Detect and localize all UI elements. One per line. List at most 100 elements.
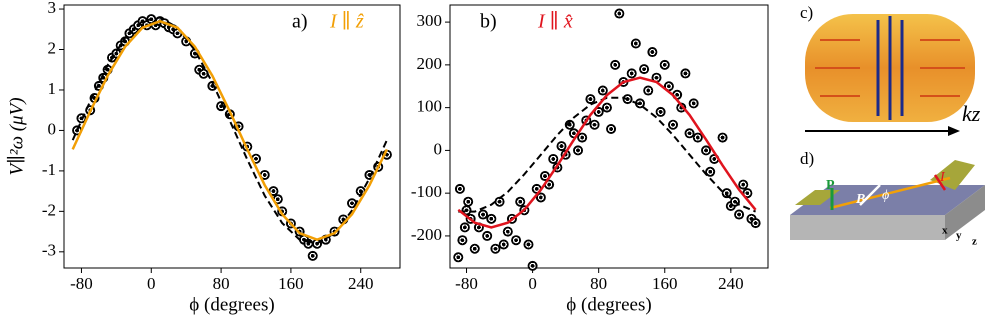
x-axis-label: ϕ (degrees) xyxy=(189,294,274,315)
data-point xyxy=(498,239,509,250)
data-point xyxy=(676,102,687,113)
x-tick-label: 80 xyxy=(590,274,607,293)
x-tick-label: 160 xyxy=(652,274,678,293)
annotation: I ∥ ẑ xyxy=(329,11,364,33)
illustration-d: d) P B ϕ I x y z xyxy=(790,149,985,248)
data-point xyxy=(573,145,584,156)
data-point xyxy=(307,250,318,261)
data-point xyxy=(597,85,608,96)
y-tick-label: 0 xyxy=(48,119,57,138)
data-point xyxy=(659,59,670,70)
data-point xyxy=(577,132,588,143)
data-point xyxy=(469,243,480,254)
data-point xyxy=(459,222,470,233)
data-point xyxy=(457,235,468,246)
arrows xyxy=(815,39,965,97)
y-tick-label: -2 xyxy=(42,200,56,219)
data-point xyxy=(523,239,534,250)
y-tick-label: -3 xyxy=(42,241,56,260)
axis-z: z xyxy=(972,236,977,248)
x-tick-label: -80 xyxy=(455,274,478,293)
arrows xyxy=(876,16,904,120)
x-tick-label: 0 xyxy=(528,274,537,293)
arrow-head xyxy=(948,126,960,136)
y-tick-label: 1 xyxy=(48,79,57,98)
data-point xyxy=(701,145,712,156)
slab-top xyxy=(790,185,985,215)
label-p: P xyxy=(826,178,835,193)
data-point xyxy=(626,68,637,79)
panel-label: a) xyxy=(292,11,308,33)
current xyxy=(829,176,951,210)
plot-frame xyxy=(63,4,401,269)
panel-label: b) xyxy=(480,11,497,33)
data-point xyxy=(634,98,645,109)
y-tick-label: 200 xyxy=(417,54,443,73)
data-point xyxy=(589,119,600,130)
label-i: I xyxy=(939,170,946,185)
b-arrow xyxy=(859,184,881,206)
data-point xyxy=(490,243,501,254)
data-point xyxy=(564,119,575,130)
data-point xyxy=(738,179,749,190)
x-tick-label: -80 xyxy=(70,274,93,293)
data-point xyxy=(614,8,625,19)
axis-label: kz xyxy=(962,101,981,126)
data-point xyxy=(655,106,666,117)
dashed-line xyxy=(458,96,756,213)
slab-end xyxy=(945,185,985,240)
data-point xyxy=(717,132,728,143)
y-tick-label: 2 xyxy=(48,38,57,57)
fit-line xyxy=(71,19,389,242)
data-point xyxy=(680,68,691,79)
plot-frame xyxy=(449,4,769,269)
slab-side xyxy=(790,215,945,240)
label-phi: ϕ xyxy=(882,188,889,203)
data-point xyxy=(511,235,522,246)
data-point xyxy=(585,94,596,105)
label-b: B xyxy=(855,192,865,207)
x-tick-label: 240 xyxy=(718,274,744,293)
y-tick-label: -1 xyxy=(42,160,56,179)
axis-y: y xyxy=(956,230,962,242)
panel-label: d) xyxy=(800,149,814,168)
y-tick-label: -100 xyxy=(411,182,442,201)
illustration-c: c) kz xyxy=(800,3,981,136)
data-point xyxy=(527,260,538,271)
axis-x: x xyxy=(942,225,948,237)
data-point xyxy=(556,141,567,152)
data-point xyxy=(535,192,546,203)
data-point xyxy=(705,166,716,177)
data-point xyxy=(610,59,621,70)
data-point xyxy=(502,226,513,237)
data-point xyxy=(668,119,679,130)
x-tick-label: 0 xyxy=(147,274,156,293)
x-tick-label: 240 xyxy=(348,274,374,293)
x-tick-label: 160 xyxy=(278,274,304,293)
data-point xyxy=(692,132,703,143)
y-tick-label: -200 xyxy=(411,225,442,244)
data-point xyxy=(601,102,612,113)
data-point xyxy=(750,218,761,229)
data-point xyxy=(486,213,497,224)
data-point xyxy=(198,68,209,79)
data-point xyxy=(639,64,650,75)
data-point xyxy=(721,188,732,199)
y-tick-label: 300 xyxy=(417,11,443,30)
data-point xyxy=(463,196,474,207)
x-tick-label: 80 xyxy=(213,274,230,293)
data-point xyxy=(647,47,658,58)
data-point xyxy=(478,209,489,220)
data-point xyxy=(482,230,493,241)
data-point xyxy=(643,85,654,96)
y-tick-label: 0 xyxy=(434,139,443,158)
fit-line xyxy=(457,76,757,229)
data-point xyxy=(453,252,464,263)
y-tick-label: 3 xyxy=(48,0,57,17)
data-point xyxy=(494,196,505,207)
contact xyxy=(795,190,840,205)
data-point xyxy=(515,196,526,207)
data-point xyxy=(630,38,641,49)
panel-label: c) xyxy=(800,3,813,22)
data-point xyxy=(688,98,699,109)
